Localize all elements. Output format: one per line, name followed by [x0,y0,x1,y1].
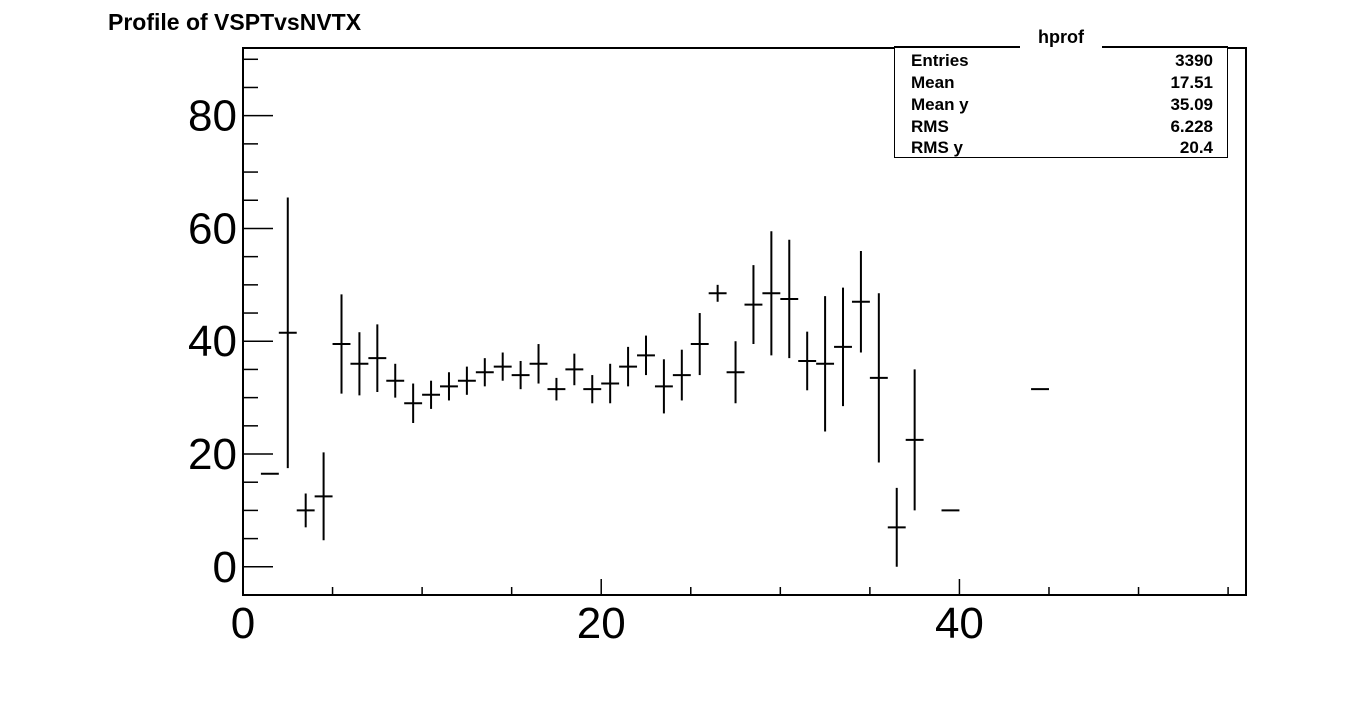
x-tick-label: 40 [935,599,984,648]
data-points [260,197,1049,567]
x-tick-label: 20 [577,599,626,648]
stat-row-rms-y: RMS y 20.4 [911,137,1213,158]
stats-box-title: hprof [1020,27,1102,48]
stat-value: 20.4 [1179,138,1213,157]
chart-title: Profile of VSPTvsNVTX [108,9,362,35]
data-point [654,359,673,414]
data-point [511,360,530,390]
data-point [475,358,494,387]
stat-row-entries: Entries 3390 [911,50,1213,71]
stat-label: Entries [911,51,969,70]
data-point [529,344,548,384]
data-point [905,369,924,511]
data-point [422,380,441,409]
data-point [278,197,297,469]
stat-value: 6.228 [1170,117,1213,136]
data-point [851,251,870,353]
data-point [547,377,566,401]
data-point [350,332,369,396]
data-point [708,284,727,302]
data-point [493,352,512,381]
data-point [637,335,655,376]
y-tick-label: 0 [213,543,237,592]
data-point [690,313,709,376]
y-tick-label: 80 [188,92,237,141]
stat-value: 35.09 [1170,95,1213,114]
stat-label: RMS y [911,138,963,157]
data-point [386,363,405,398]
stat-value: 3390 [1175,51,1213,70]
stat-label: RMS [911,117,949,136]
data-point [744,265,763,345]
y-tick-label: 20 [188,430,237,479]
data-point [332,294,351,394]
y-tick-label: 60 [188,204,237,253]
data-point [780,239,799,359]
data-point [440,372,458,401]
axes: 0 20 40 60 80 0 20 40 [188,58,1229,648]
stat-row-rms: RMS 6.228 [911,116,1213,137]
stat-label: Mean [911,73,955,92]
data-point [762,231,781,356]
data-point [296,493,315,528]
data-point [404,383,423,424]
data-point [869,293,888,463]
stat-row-mean-y: Mean y 35.09 [911,94,1213,115]
data-point [583,375,602,404]
data-point [672,349,691,401]
data-point [887,487,906,567]
stat-row-mean: Mean 17.51 [911,72,1213,93]
data-point [457,366,476,395]
data-point [601,363,620,404]
data-point [565,353,584,386]
data-point [314,452,333,541]
data-point [619,346,638,387]
stats-box: Entries 3390 Mean 17.51 Mean y 35.09 RMS… [894,46,1228,158]
data-point [368,324,387,392]
x-tick-label: 0 [231,599,255,648]
data-point [798,331,817,391]
y-tick-label: 40 [188,317,237,366]
stat-label: Mean y [911,95,969,114]
data-point [816,296,835,432]
stat-value: 17.51 [1170,73,1213,92]
data-point [726,341,745,404]
plot-frame [242,47,1247,596]
data-point [834,287,852,407]
